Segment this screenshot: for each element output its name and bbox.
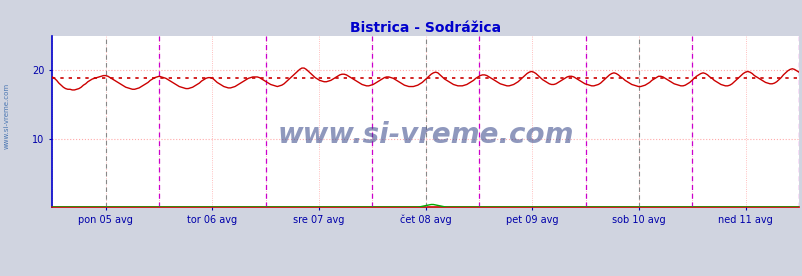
Title: Bistrica - Sodrážica: Bistrica - Sodrážica: [350, 21, 500, 35]
Text: www.si-vreme.com: www.si-vreme.com: [4, 83, 10, 149]
Text: www.si-vreme.com: www.si-vreme.com: [277, 121, 573, 149]
